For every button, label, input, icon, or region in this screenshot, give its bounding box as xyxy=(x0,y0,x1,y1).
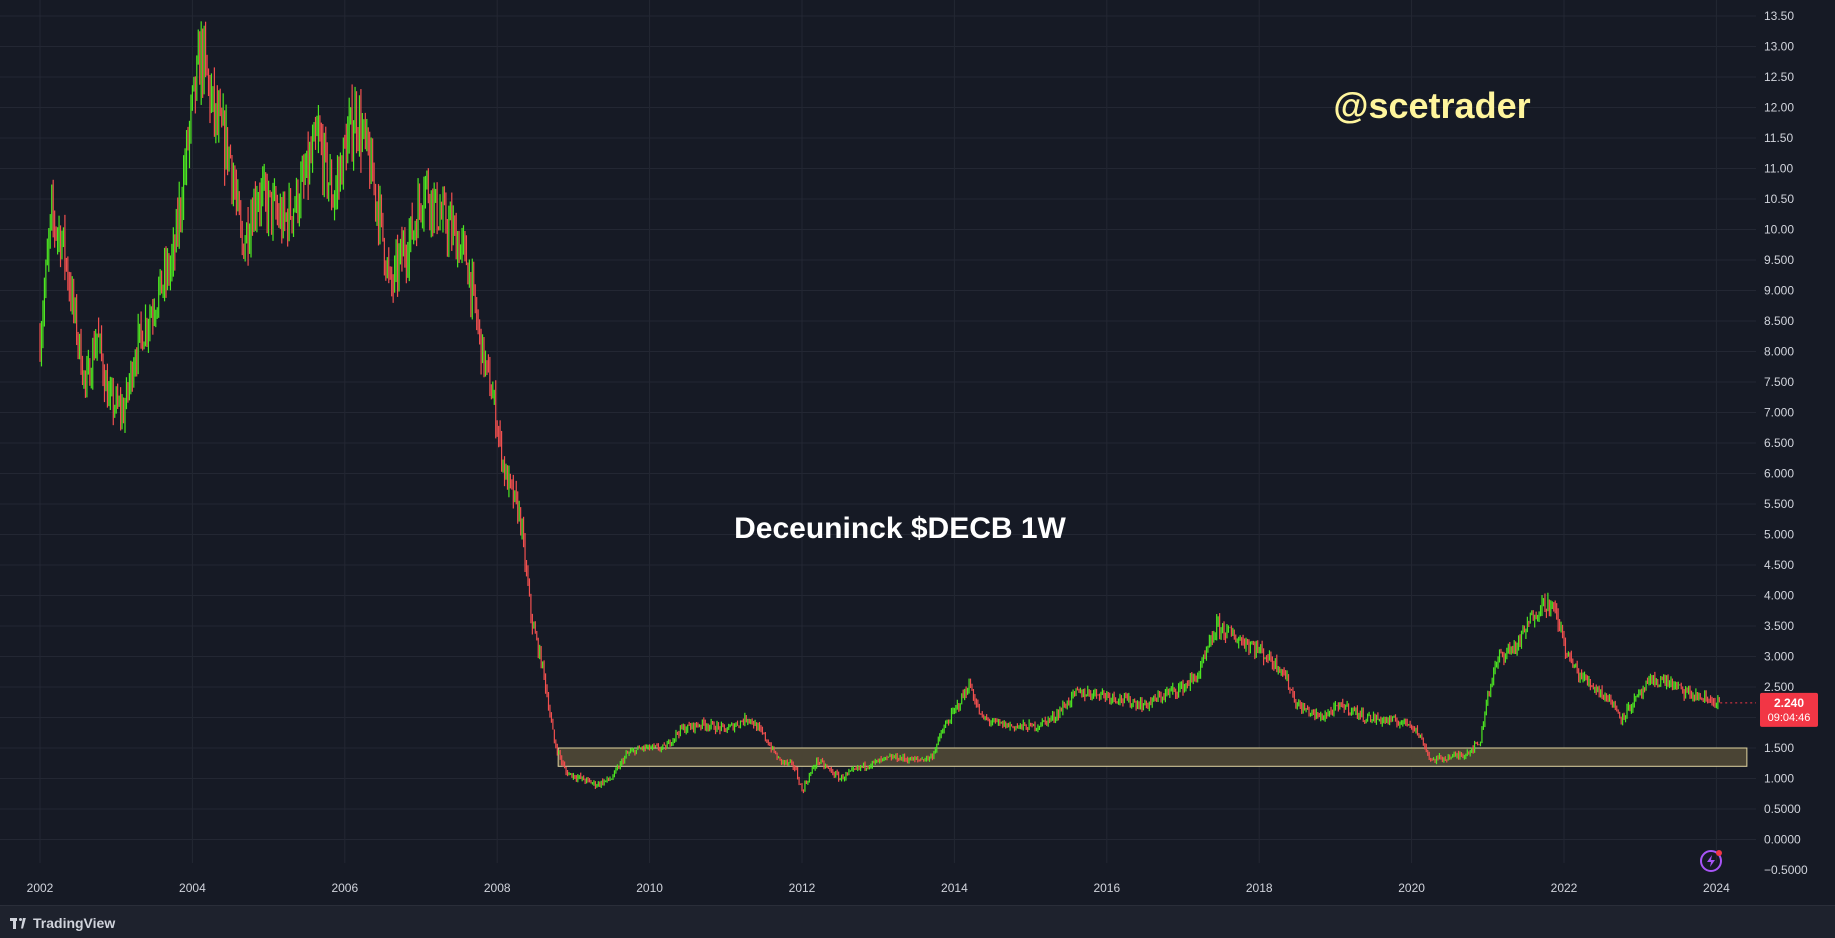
tradingview-brand-text: TradingView xyxy=(33,915,116,931)
price-tick-label: 6.000 xyxy=(1764,467,1794,481)
time-tick-label: 2014 xyxy=(941,881,968,895)
price-tick-label: 9.000 xyxy=(1764,284,1794,298)
time-tick-label: 2016 xyxy=(1093,881,1120,895)
price-tick-label: 2.500 xyxy=(1764,680,1794,694)
time-tick-label: 2010 xyxy=(636,881,663,895)
price-tick-label: 5.000 xyxy=(1764,528,1794,542)
footer-bar: TradingView xyxy=(0,905,1835,938)
price-tick-label: 1.500 xyxy=(1764,741,1794,755)
tradingview-logo[interactable]: TradingView xyxy=(10,915,115,931)
price-axis-panel[interactable] xyxy=(1756,0,1835,905)
price-axis-labels: 13.50 13.00 12.50 12.00 11.50 11.00 10.50 10.00… xyxy=(1764,9,1808,877)
price-tick-label: 3.000 xyxy=(1764,650,1794,664)
price-tick-label: −0.5000 xyxy=(1764,863,1808,877)
time-tick-label: 2006 xyxy=(331,881,358,895)
price-tick-label: 10.00 xyxy=(1764,223,1794,237)
price-tick-label: 11.50 xyxy=(1764,131,1793,145)
support-zone-layer xyxy=(557,747,1748,767)
price-tick-label: 8.000 xyxy=(1764,345,1794,359)
watermark-handle: @scetrader xyxy=(1333,85,1530,126)
price-tick-label: 7.000 xyxy=(1764,406,1794,420)
support-zone-rect[interactable] xyxy=(557,747,1748,767)
price-tick-label: 9.500 xyxy=(1764,253,1794,267)
price-tick-label: 4.500 xyxy=(1764,558,1794,572)
last-price-tag: 2.240 09:04:46 xyxy=(1760,692,1818,727)
chart-title: Deceuninck $DECB 1W xyxy=(734,512,1066,545)
time-axis-panel[interactable] xyxy=(0,863,1756,905)
price-tick-label: 4.000 xyxy=(1764,589,1794,603)
price-tick-label: 12.00 xyxy=(1764,101,1794,115)
time-tick-label: 2024 xyxy=(1703,881,1730,895)
price-tick-label: 8.500 xyxy=(1764,314,1794,328)
last-price-tag-bg xyxy=(1760,692,1818,727)
time-tick-label: 2012 xyxy=(789,881,816,895)
price-tick-label: 13.50 xyxy=(1764,9,1794,23)
lightning-icon[interactable] xyxy=(1700,850,1722,872)
time-tick-label: 2018 xyxy=(1246,881,1273,895)
price-tick-label: 11.00 xyxy=(1764,162,1793,176)
price-tick-label: 13.00 xyxy=(1764,40,1794,54)
price-tick-label: 6.500 xyxy=(1764,436,1794,450)
last-price-value: 2.240 xyxy=(1774,696,1804,710)
time-tick-label: 2004 xyxy=(179,881,206,895)
price-tick-label: 12.50 xyxy=(1764,70,1794,84)
tradingview-mark-icon xyxy=(10,917,28,929)
price-tick-label: 5.500 xyxy=(1764,497,1794,511)
time-tick-label: 2022 xyxy=(1551,881,1578,895)
bar-countdown: 09:04:46 xyxy=(1768,712,1811,724)
price-tick-label: 0.0000 xyxy=(1764,833,1801,847)
grid-lines xyxy=(0,0,1756,871)
time-tick-label: 2002 xyxy=(27,881,54,895)
price-tick-label: 3.500 xyxy=(1764,619,1794,633)
time-axis-labels: 2002 2004 2006 2008 2010 2012 2014 2016 2018 2020… xyxy=(27,881,1730,895)
price-tick-label: 0.5000 xyxy=(1764,802,1801,816)
price-chart[interactable]: 13.50 13.00 12.50 12.00 11.50 11.00 10.50 10.00… xyxy=(0,0,1835,905)
time-tick-label: 2020 xyxy=(1398,881,1425,895)
price-tick-label: 1.000 xyxy=(1764,772,1794,786)
price-tick-label: 10.50 xyxy=(1764,192,1794,206)
candles-layer xyxy=(39,21,1756,794)
time-tick-label: 2008 xyxy=(484,881,511,895)
price-tick-label: 7.500 xyxy=(1764,375,1794,389)
